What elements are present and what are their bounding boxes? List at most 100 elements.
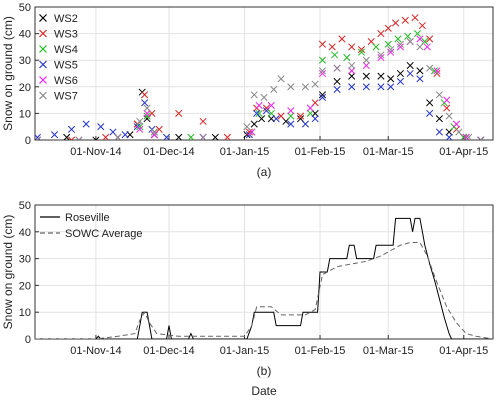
legend-label: WS3 [54, 29, 78, 41]
data-point [63, 133, 71, 140]
data-point [102, 133, 110, 140]
data-point [377, 51, 385, 59]
data-point [465, 133, 473, 140]
data-point [272, 115, 280, 123]
data-point [387, 83, 395, 91]
y-axis-label: Snow on ground (cm) [1, 16, 15, 131]
y-tick-label: 0 [25, 334, 31, 346]
data-point [136, 117, 144, 125]
data-point [318, 56, 327, 64]
data-point [255, 109, 263, 117]
series-WS7 [35, 38, 485, 140]
data-point [445, 133, 453, 140]
data-point [97, 123, 105, 131]
data-point [445, 112, 453, 120]
x-tick-label: 01-Dec-14 [143, 345, 194, 357]
data-point [143, 109, 151, 117]
data-point [426, 35, 434, 43]
data-point [433, 67, 441, 75]
data-point [150, 128, 158, 136]
data-point [250, 91, 258, 99]
data-point [348, 83, 356, 91]
data-point [223, 133, 232, 140]
data-point [260, 93, 268, 101]
data-point [75, 136, 83, 140]
y-tick-label: 10 [19, 307, 31, 319]
legend-label: WS6 [54, 75, 78, 87]
data-point [199, 117, 207, 125]
data-point [143, 112, 151, 120]
data-point [404, 32, 412, 40]
legend-marker [39, 76, 47, 84]
y-tick-label: 20 [19, 82, 31, 94]
data-point [243, 123, 251, 131]
data-point [406, 61, 414, 70]
data-point [82, 120, 90, 128]
x-tick-label: 01-Mar-15 [363, 345, 414, 357]
legend-label: WS7 [54, 91, 78, 103]
data-point [387, 46, 395, 54]
data-point [255, 101, 263, 109]
data-point [435, 91, 443, 99]
data-point [253, 109, 261, 117]
data-point [328, 43, 336, 51]
data-point [357, 46, 366, 54]
y-tick-label: 40 [19, 227, 31, 239]
data-point [348, 72, 356, 80]
data-point [357, 48, 366, 56]
data-point [396, 40, 404, 48]
data-point [318, 91, 327, 99]
legend-label: WS4 [54, 44, 78, 56]
data-point [391, 19, 400, 27]
chart-panel-2: 0 10 20 30 40 50 01-Nov-14 01-Dec-14 01-Jan-15 01… [1, 200, 494, 398]
data-point [401, 16, 409, 24]
series-line-roseville [35, 217, 493, 339]
data-point [377, 72, 385, 80]
data-point [394, 35, 402, 43]
y-tick-label: 30 [19, 55, 31, 67]
data-point [333, 85, 341, 94]
data-point [413, 30, 422, 38]
data-point [426, 109, 434, 117]
data-point [67, 136, 76, 140]
legend-marker [39, 60, 47, 69]
data-point [406, 38, 414, 46]
data-point [143, 104, 151, 112]
data-point [141, 99, 149, 107]
data-point [416, 75, 424, 83]
data-point [311, 80, 319, 88]
legend-marker [39, 91, 47, 100]
data-point [411, 14, 419, 22]
data-point [175, 109, 183, 117]
data-point [136, 125, 144, 133]
data-point [343, 53, 351, 62]
x-tick-label: 01-Mar-15 [363, 146, 414, 158]
data-point [430, 67, 439, 75]
data-point [277, 75, 285, 83]
data-point [187, 133, 195, 140]
y-tick-label: 40 [19, 29, 31, 41]
x-tick-label: 01-Apr-15 [439, 146, 488, 158]
data-point [387, 48, 395, 56]
legend-marker [39, 45, 47, 53]
data-point [287, 107, 295, 115]
data-point [121, 131, 129, 139]
data-point [318, 69, 327, 78]
data-point [452, 120, 461, 128]
x-tick-label: 01-Jan-15 [220, 345, 270, 357]
series-WS2 [35, 61, 485, 140]
data-point [141, 91, 149, 99]
data-point [396, 77, 404, 86]
data-point [372, 43, 380, 51]
data-point [136, 123, 144, 131]
data-point [426, 64, 434, 72]
data-point [396, 43, 404, 51]
data-point [250, 120, 258, 128]
plot-frame [34, 6, 494, 141]
data-point [318, 67, 327, 75]
data-point [338, 35, 346, 43]
x-tick-label: 01-Nov-14 [70, 345, 121, 357]
data-point [92, 136, 100, 140]
x-tick-label: 01-Apr-15 [439, 345, 488, 357]
data-point [50, 131, 59, 139]
